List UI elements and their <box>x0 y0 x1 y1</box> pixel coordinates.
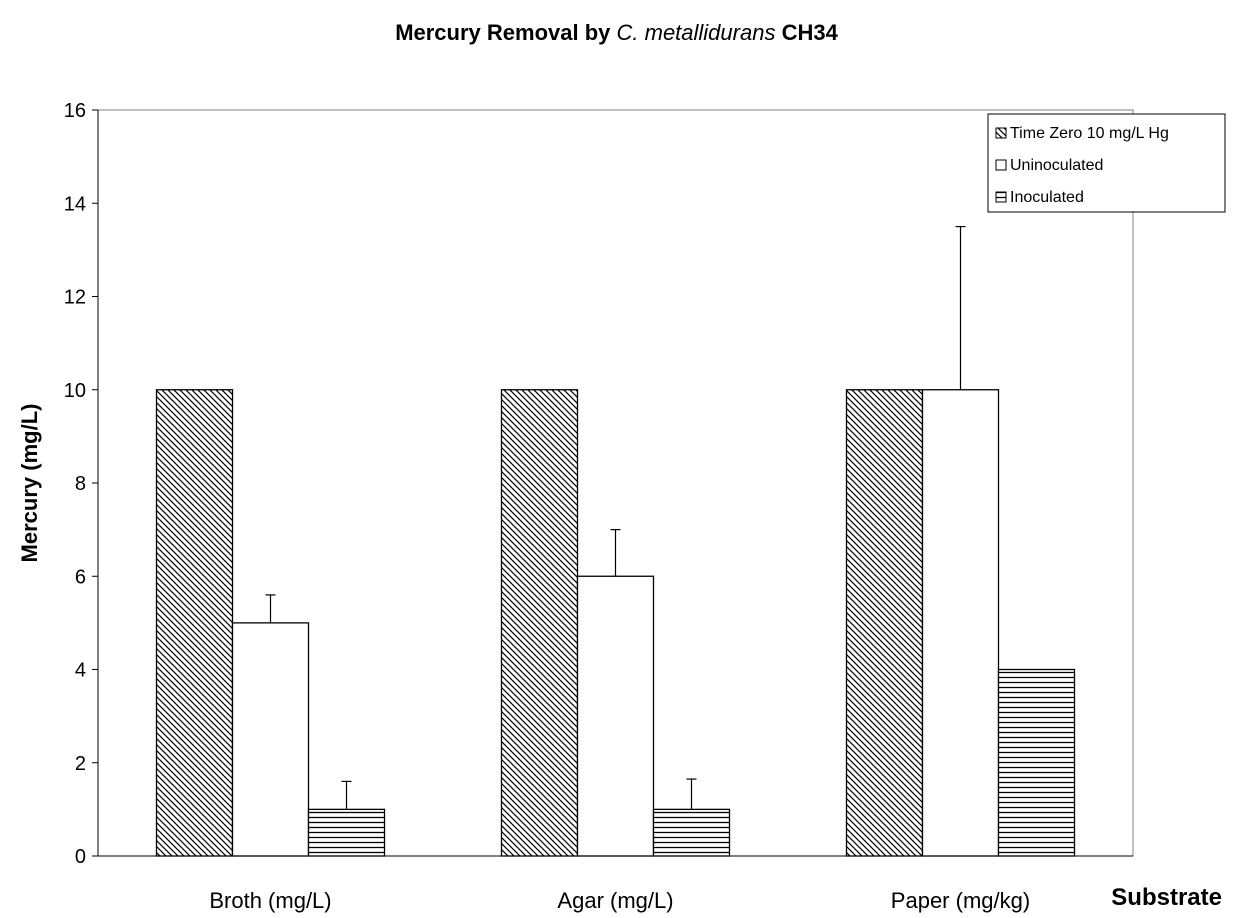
y-tick-label: 0 <box>75 846 86 868</box>
legend-swatch <box>995 127 1007 139</box>
x-tick-label: Broth (mg/L) <box>209 888 331 913</box>
bar <box>845 389 924 857</box>
legend-entry: Inoculated <box>1010 189 1084 206</box>
legend-swatch <box>995 159 1007 171</box>
x-tick-label: Agar (mg/L) <box>557 888 673 913</box>
y-tick-label: 6 <box>75 566 86 588</box>
x-tick-label: Paper (mg/kg) <box>891 888 1030 913</box>
plot-area: 0 2 4 6 8 10 12 14 16 Mercury (mg/L) Broth (mg/L) A… <box>17 100 1226 913</box>
bar <box>921 389 1000 857</box>
bar <box>652 808 731 857</box>
legend-entry: Uninoculated <box>1010 157 1103 174</box>
y-tick-label: 4 <box>75 660 86 682</box>
bar <box>307 808 386 857</box>
legend-entry: Time Zero 10 mg/L Hg <box>1010 125 1169 142</box>
bar <box>155 389 234 857</box>
x-axis-label: Substrate <box>1111 884 1222 911</box>
y-axis-label: Mercury (mg/L) <box>17 404 42 563</box>
bar <box>997 668 1076 857</box>
chart-title-prefix: Mercury Removal by <box>395 20 617 45</box>
y-tick-label: 2 <box>75 753 86 775</box>
bar <box>576 575 655 857</box>
y-tick-label: 10 <box>64 380 86 402</box>
bar <box>231 622 310 857</box>
chart-title: Mercury Removal by C. metallidurans CH34 <box>0 20 1233 46</box>
legend-swatch <box>995 191 1007 203</box>
y-tick-label: 16 <box>64 100 86 122</box>
bar <box>500 389 579 857</box>
chart-title-organism: C. metallidurans <box>616 20 776 45</box>
chart-title-suffix: CH34 <box>775 20 838 45</box>
y-tick-label: 8 <box>75 473 86 495</box>
y-tick-label: 12 <box>64 287 86 309</box>
legend-box <box>987 113 1226 213</box>
y-tick-label: 14 <box>64 193 86 215</box>
